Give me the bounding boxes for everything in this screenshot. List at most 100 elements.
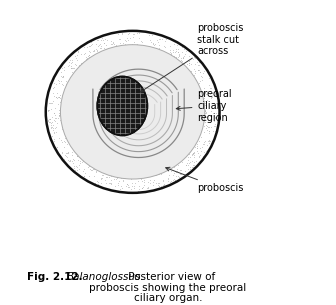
Point [149, 101, 154, 106]
Point [108, 39, 114, 44]
Point [56, 113, 62, 117]
Point [202, 100, 208, 105]
Point [192, 101, 198, 106]
Point [90, 54, 95, 59]
Point [154, 76, 160, 81]
Point [126, 93, 131, 98]
Point [203, 126, 208, 131]
Point [122, 70, 127, 74]
Point [170, 119, 175, 124]
Point [117, 63, 123, 67]
Point [162, 55, 167, 60]
Point [177, 85, 182, 90]
Point [97, 118, 102, 123]
Point [60, 103, 66, 108]
Point [116, 86, 122, 91]
Point [156, 84, 162, 89]
Point [96, 66, 101, 71]
Point [125, 148, 130, 152]
Point [96, 101, 102, 106]
Point [174, 120, 179, 125]
Point [111, 163, 117, 168]
Point [114, 68, 119, 73]
Point [172, 53, 177, 58]
Point [99, 127, 105, 132]
Point [51, 93, 56, 98]
Point [130, 143, 135, 148]
Point [157, 156, 162, 160]
Point [190, 56, 196, 61]
Point [147, 123, 152, 128]
Point [95, 48, 100, 52]
Point [148, 154, 153, 159]
Point [166, 88, 171, 93]
Point [144, 185, 149, 190]
Point [99, 36, 105, 41]
Point [136, 160, 142, 164]
Point [104, 78, 110, 83]
Point [115, 175, 120, 180]
Point [95, 156, 101, 160]
Point [80, 100, 85, 105]
Point [134, 138, 139, 143]
Point [68, 66, 74, 71]
Point [182, 52, 188, 57]
Point [172, 147, 177, 152]
Point [196, 67, 202, 72]
Point [170, 48, 176, 53]
Point [146, 129, 151, 134]
Text: proboscis: proboscis [166, 167, 244, 193]
Point [73, 84, 78, 89]
Point [190, 142, 196, 146]
Point [186, 76, 192, 81]
Point [138, 90, 143, 95]
Point [57, 118, 62, 123]
Point [200, 105, 205, 109]
Point [100, 62, 106, 67]
Point [207, 83, 212, 88]
Point [93, 79, 99, 84]
Point [129, 171, 135, 176]
Point [119, 31, 124, 36]
Point [128, 109, 133, 114]
Point [164, 125, 170, 130]
Point [70, 135, 75, 140]
Point [61, 117, 66, 122]
Point [147, 67, 153, 72]
Point [131, 121, 136, 126]
Point [134, 163, 140, 168]
Point [107, 137, 113, 142]
Point [202, 129, 207, 134]
Point [166, 161, 171, 166]
Point [68, 78, 74, 83]
Point [123, 126, 128, 131]
Point [121, 157, 127, 162]
Point [156, 65, 161, 70]
Point [186, 130, 192, 135]
Point [158, 171, 163, 176]
Point [102, 55, 108, 59]
Point [94, 62, 100, 67]
Point [108, 159, 113, 164]
Point [76, 136, 82, 141]
Point [133, 108, 139, 113]
Point [117, 41, 122, 46]
Point [77, 161, 83, 166]
Point [199, 74, 204, 79]
Point [60, 95, 66, 100]
Point [165, 178, 170, 183]
Point [113, 114, 118, 119]
Point [138, 59, 143, 63]
Point [132, 135, 137, 140]
Point [100, 38, 105, 43]
Point [166, 161, 171, 166]
Point [210, 128, 216, 133]
Point [119, 137, 124, 142]
Point [160, 183, 166, 188]
Point [101, 49, 107, 54]
Point [81, 168, 86, 173]
Point [156, 169, 161, 174]
Point [118, 145, 123, 149]
Point [54, 144, 60, 149]
Point [150, 123, 155, 127]
